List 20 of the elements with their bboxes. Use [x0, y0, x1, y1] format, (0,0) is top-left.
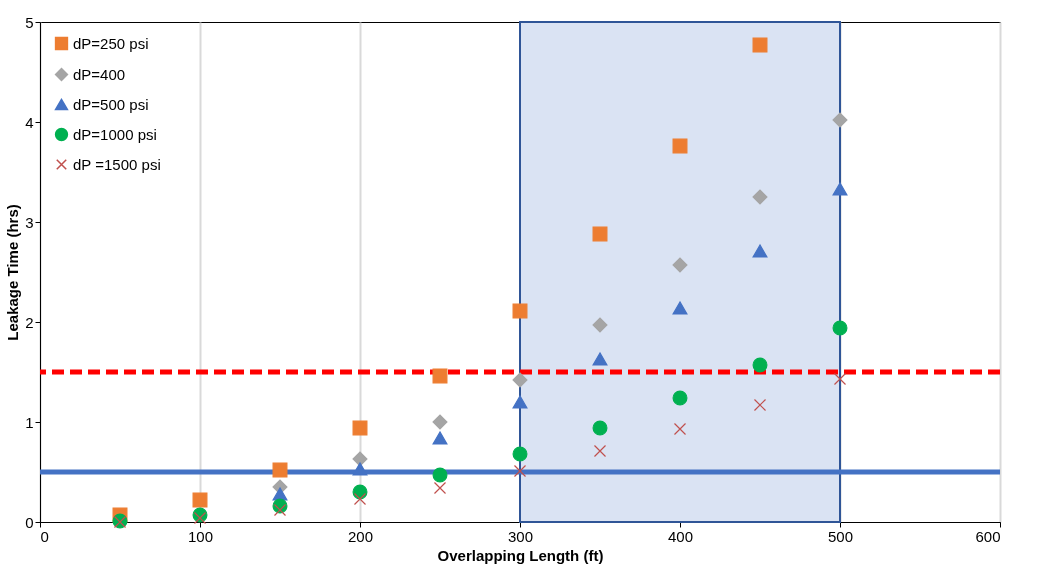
y-tick-label: 4 [25, 113, 34, 131]
legend-label: dP=250 psi [73, 34, 149, 52]
y-tick-label: 0 [25, 513, 34, 531]
y-axis-title: Leakage Time (hrs) [4, 204, 22, 341]
x-tick-label: 600 [975, 527, 1001, 545]
legend-label: dP =1500 psi [73, 155, 161, 173]
legend-label: dP=1000 psi [73, 125, 157, 143]
x-tick-label: 300 [507, 527, 534, 545]
x-tick-label: 100 [187, 527, 214, 545]
y-tick-label: 2 [25, 313, 34, 331]
legend-label: dP=500 psi [73, 95, 149, 113]
x-tick-label: 0 [40, 527, 49, 545]
x-axis-title: Overlapping Length (ft) [437, 546, 604, 564]
y-tick-label: 3 [25, 213, 34, 231]
x-tick-label: 400 [667, 527, 694, 545]
x-tick-label: 200 [347, 527, 374, 545]
y-tick-label: 5 [25, 13, 34, 31]
x-tick-label: 500 [827, 527, 854, 545]
y-tick-label: 1 [25, 413, 34, 431]
legend-label: dP=400 [73, 65, 126, 83]
